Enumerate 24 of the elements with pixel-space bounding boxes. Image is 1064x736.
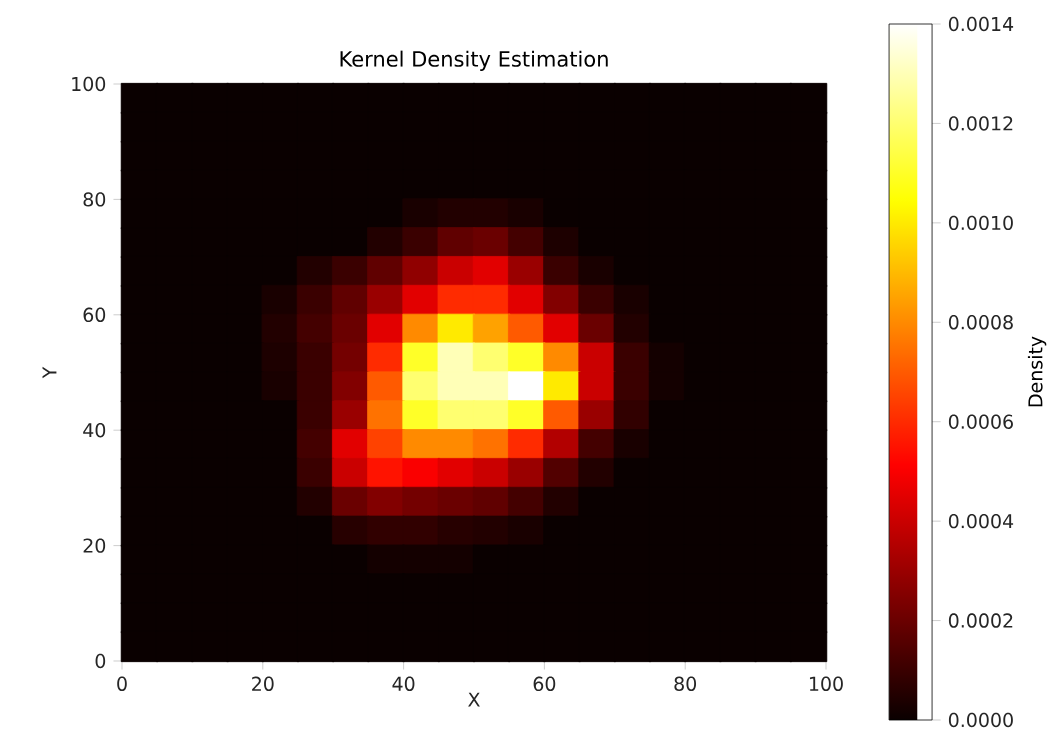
- x-tick-label: 20: [252, 676, 274, 691]
- y-tick-label: 20: [83, 538, 106, 553]
- y-tick-label: 100: [72, 76, 106, 92]
- color-bar-label: 0.0004: [948, 513, 1014, 529]
- color-bar-label: 0.0006: [948, 414, 1013, 429]
- x-tick-label: 100: [809, 676, 843, 691]
- color-bar-label: 0.0010: [948, 215, 1013, 231]
- y-axis-title: Y: [42, 366, 57, 379]
- x-axis-title: X: [468, 692, 480, 707]
- y-tick-label: 0: [95, 653, 106, 669]
- color-bar-label: 0.0008: [948, 315, 1013, 330]
- color-bar-label: 0.0014: [948, 16, 1014, 32]
- chart-title: Kernel Density Estimation: [340, 50, 608, 71]
- color-bar-label: 0.0012: [948, 116, 1013, 131]
- color-bar-label: 0.0002: [948, 613, 1013, 628]
- y-tick-label: 40: [83, 423, 106, 438]
- y-tick-label: 80: [83, 192, 106, 207]
- x-tick-label: 80: [674, 676, 697, 691]
- x-tick-label: 0: [117, 676, 127, 691]
- color-bar-label: 0.0000: [948, 712, 1013, 728]
- x-tick-label: 40: [392, 676, 415, 691]
- color-bar-title: Density: [1027, 336, 1047, 407]
- x-tick-label: 60: [533, 676, 556, 691]
- y-tick-label: 60: [83, 307, 106, 322]
